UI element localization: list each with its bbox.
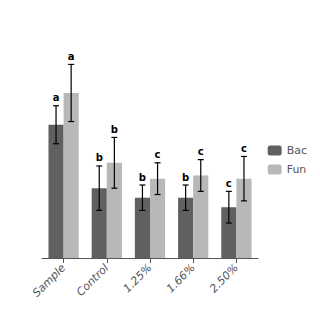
svg-text:c: c <box>241 143 247 154</box>
svg-text:2.50%: 2.50% <box>207 261 241 295</box>
svg-text:b: b <box>139 172 146 183</box>
svg-text:b: b <box>96 152 103 163</box>
svg-text:b: b <box>111 124 118 135</box>
svg-text:c: c <box>198 146 204 157</box>
svg-text:c: c <box>226 178 232 189</box>
svg-text:Bac: Bac <box>287 144 307 157</box>
svg-text:1.66%: 1.66% <box>164 261 198 295</box>
svg-text:a: a <box>53 92 60 103</box>
svg-text:Control: Control <box>74 261 111 298</box>
svg-text:b: b <box>182 172 189 183</box>
svg-text:Fun: Fun <box>287 163 307 176</box>
svg-text:c: c <box>155 149 161 160</box>
svg-text:1.25%: 1.25% <box>121 261 155 295</box>
svg-text:a: a <box>68 51 75 62</box>
svg-text:Sample: Sample <box>30 261 68 299</box>
